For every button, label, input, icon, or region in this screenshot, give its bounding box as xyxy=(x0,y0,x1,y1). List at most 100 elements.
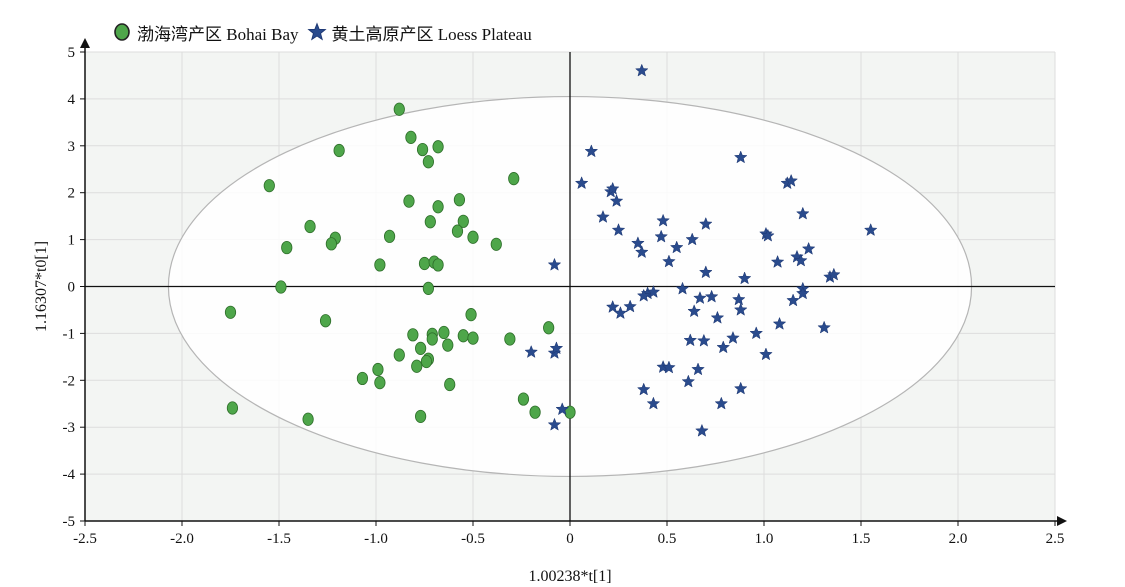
blue-star-marker-icon xyxy=(306,22,327,41)
bohai-bay-point xyxy=(424,215,436,229)
bohai-bay-point xyxy=(304,219,316,234)
bohai-bay-point xyxy=(432,258,444,272)
loess-plateau-point xyxy=(609,193,624,207)
bohai-bay-point xyxy=(263,179,275,193)
bohai-bay-point xyxy=(444,377,456,392)
x-tick-label: 0 xyxy=(566,531,574,547)
x-axis-arrow-icon xyxy=(1057,516,1067,526)
loess-plateau-point xyxy=(731,292,746,306)
loess-plateau-point xyxy=(698,216,713,230)
loess-plateau-point xyxy=(733,302,748,316)
bohai-bay-point xyxy=(405,130,417,144)
x-tick-label: -1.5 xyxy=(267,531,291,547)
loess-plateau-point xyxy=(634,63,649,77)
loess-plateau-point xyxy=(770,254,785,268)
loess-plateau-point xyxy=(697,333,711,347)
legend-label-bohai-bay: 渤海湾产区 Bohai Bay xyxy=(137,24,299,44)
loess-plateau-point xyxy=(605,299,620,313)
loess-plateau-point xyxy=(693,291,707,305)
loess-plateau-point xyxy=(817,320,831,334)
loess-plateau-point xyxy=(596,209,610,223)
loess-plateau-point xyxy=(675,281,690,295)
y-axis-label: 1.16307*t0[1] xyxy=(33,241,50,332)
loess-plateau-point xyxy=(681,374,696,388)
bohai-bay-point xyxy=(372,362,384,377)
x-tick-label: 1.5 xyxy=(852,531,871,547)
loess-plateau-point xyxy=(547,257,562,271)
y-tick-label: -5 xyxy=(63,514,76,530)
bohai-bay-point xyxy=(420,354,433,369)
bohai-bay-point xyxy=(442,338,454,352)
bohai-bay-point xyxy=(383,229,396,243)
loess-plateau-point xyxy=(555,402,570,416)
bohai-bay-point xyxy=(415,409,427,424)
loess-plateau-point xyxy=(549,341,564,355)
loess-plateau-point xyxy=(772,316,787,330)
bohai-bay-point xyxy=(426,332,438,346)
loess-plateau-point xyxy=(656,213,670,227)
y-tick-label: 1 xyxy=(68,233,76,249)
bohai-bay-point xyxy=(224,305,237,319)
loess-plateau-point xyxy=(794,253,808,267)
legend-item-bohai-bay: 渤海湾产区 Bohai Bay xyxy=(112,20,299,45)
y-tick-label: -2 xyxy=(63,373,76,389)
legend-label-loess-plateau: 黄土高原产区 Loess Plateau xyxy=(331,24,532,44)
bohai-bay-point xyxy=(453,193,466,207)
loess-plateau-point xyxy=(801,241,816,255)
bohai-bay-point xyxy=(457,329,469,343)
loess-plateau-point xyxy=(646,284,661,298)
bohai-bay-point xyxy=(374,258,386,272)
y-tick-label: 3 xyxy=(68,139,76,155)
loess-plateau-point xyxy=(669,240,684,254)
loess-plateau-point xyxy=(646,396,661,410)
bohai-bay-point xyxy=(422,155,434,169)
axes xyxy=(80,38,1067,526)
bohai-bay-point xyxy=(451,224,464,238)
y-axis-arrow-icon xyxy=(80,38,90,48)
bohai-bay-point xyxy=(543,321,555,335)
y-tick-label: 4 xyxy=(68,92,76,108)
bohai-bay-point xyxy=(407,328,419,342)
bohai-bay-point xyxy=(457,214,469,228)
legend: 渤海湾产区 Bohai Bay 黄土高原产区 Loess Plateau xyxy=(112,20,540,44)
y-tick-label: -3 xyxy=(63,420,76,436)
bohai-bay-point xyxy=(411,359,423,373)
bohai-bay-point xyxy=(432,140,444,154)
loess-plateau-point xyxy=(636,288,651,302)
loess-plateau-point xyxy=(685,232,700,246)
loess-plateau-point xyxy=(662,360,676,374)
loess-plateau-point xyxy=(654,229,669,243)
loess-plateau-point xyxy=(698,265,713,279)
loess-plateau-point xyxy=(710,310,725,324)
bohai-bay-point xyxy=(393,348,405,362)
x-axis-label: 1.00238*t[1] xyxy=(528,568,611,585)
loess-plateau-point xyxy=(634,245,649,259)
y-tick-label: -4 xyxy=(63,467,76,483)
x-tick-label: 2.0 xyxy=(949,531,968,547)
y-tick-label: 5 xyxy=(68,45,76,61)
y-tick-label: -1 xyxy=(63,326,76,342)
bohai-bay-point xyxy=(416,142,429,157)
loess-plateau-point xyxy=(605,181,620,195)
loess-plateau-point xyxy=(524,344,539,358)
bohai-bay-point xyxy=(302,412,314,426)
bohai-bay-point xyxy=(508,172,520,186)
bohai-bay-point xyxy=(432,200,444,214)
x-tick-label: -1.0 xyxy=(364,531,388,547)
bohai-bay-point xyxy=(275,280,287,294)
loess-plateau-point xyxy=(786,293,800,307)
bohai-bay-point xyxy=(490,237,502,251)
bohai-bay-point xyxy=(467,230,479,244)
bohai-bay-point xyxy=(418,256,431,271)
loess-plateau-point xyxy=(547,417,562,431)
loess-plateau-point xyxy=(611,223,626,237)
x-tick-label: -2.5 xyxy=(73,531,97,547)
series-loess-plateau xyxy=(524,63,878,437)
loess-plateau-point xyxy=(662,254,676,268)
loess-plateau-point xyxy=(863,223,878,237)
x-tick-label: 1.0 xyxy=(755,531,774,547)
loess-plateau-point xyxy=(749,326,764,340)
loess-plateau-point xyxy=(695,423,709,437)
bohai-bay-point xyxy=(422,281,434,295)
